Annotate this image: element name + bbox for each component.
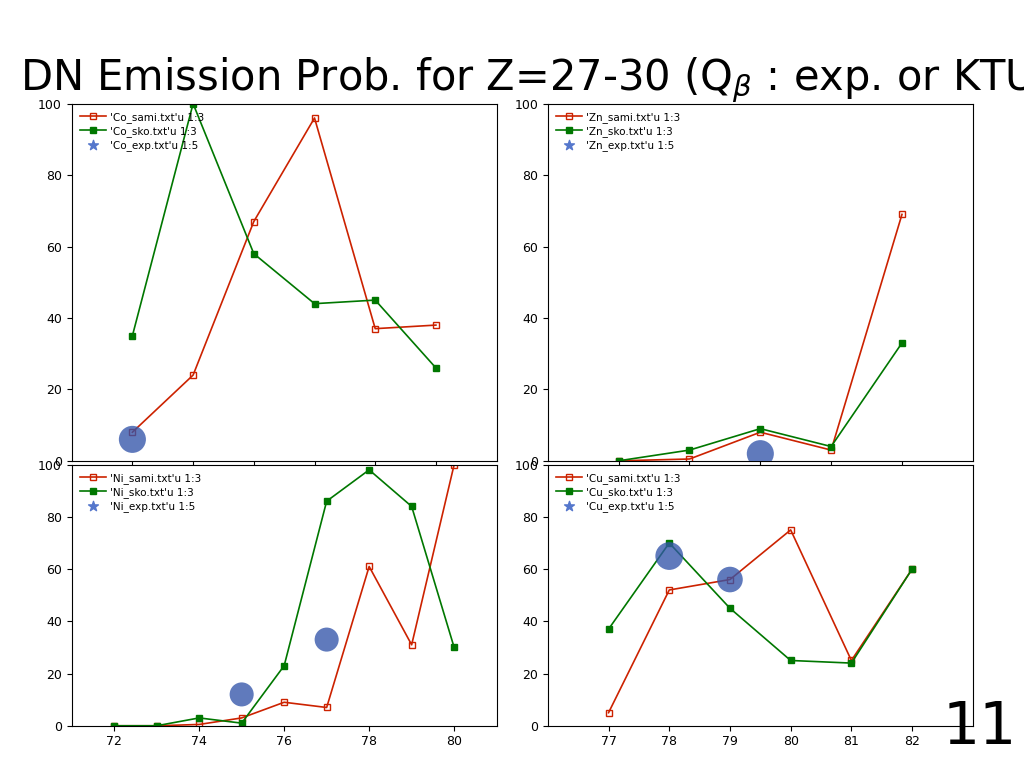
'Co_sko.txt'u 1:3 — [187, 99, 200, 108]
'Ni_sami.txt'u 1:3 — [108, 721, 120, 730]
'Cu_sami.txt'u 1:3 — [906, 564, 919, 574]
Line: 'Cu_sami.txt'u 1:3: 'Cu_sami.txt'u 1:3 — [605, 526, 915, 717]
'Co_sko.txt'u 1:3 — [369, 296, 381, 305]
Legend: 'Zn_sami.txt'u 1:3, 'Zn_sko.txt'u 1:3, 'Zn_exp.txt'u 1:5: 'Zn_sami.txt'u 1:3, 'Zn_sko.txt'u 1:3, '… — [553, 109, 684, 154]
Line: 'Ni_sko.txt'u 1:3: 'Ni_sko.txt'u 1:3 — [111, 466, 458, 730]
Point — [662, 550, 678, 562]
Point — [722, 574, 738, 586]
'Co_sko.txt'u 1:3 — [308, 299, 321, 308]
'Cu_sko.txt'u 1:3 — [906, 564, 919, 574]
'Zn_sko.txt'u 1:3 — [825, 442, 838, 451]
'Zn_sami.txt'u 1:3 — [755, 428, 767, 437]
'Co_sko.txt'u 1:3 — [126, 331, 138, 340]
'Cu_sko.txt'u 1:3 — [724, 604, 736, 613]
'Cu_sko.txt'u 1:3 — [664, 538, 676, 548]
'Ni_sko.txt'u 1:3 — [321, 497, 333, 506]
'Zn_sko.txt'u 1:3 — [755, 424, 767, 433]
'Ni_sko.txt'u 1:3 — [108, 721, 120, 730]
'Zn_sko.txt'u 1:3 — [683, 445, 695, 455]
'Ni_sko.txt'u 1:3 — [151, 721, 163, 730]
'Co_sko.txt'u 1:3 — [248, 249, 260, 258]
Line: 'Co_sami.txt'u 1:3: 'Co_sami.txt'u 1:3 — [129, 114, 439, 435]
'Ni_sami.txt'u 1:3 — [151, 721, 163, 730]
Legend: 'Co_sami.txt'u 1:3, 'Co_sko.txt'u 1:3, 'Co_exp.txt'u 1:5: 'Co_sami.txt'u 1:3, 'Co_sko.txt'u 1:3, '… — [77, 109, 208, 154]
'Cu_sko.txt'u 1:3 — [602, 624, 614, 634]
Point — [233, 688, 250, 700]
Text: DN Emission Prob. for Z=27-30 (Q$_{\beta}$ : exp. or KTUY): DN Emission Prob. for Z=27-30 (Q$_{\beta… — [20, 56, 1024, 105]
'Cu_sami.txt'u 1:3 — [784, 525, 797, 535]
Line: 'Zn_sami.txt'u 1:3: 'Zn_sami.txt'u 1:3 — [615, 211, 905, 465]
'Ni_sko.txt'u 1:3 — [406, 502, 418, 511]
'Ni_sami.txt'u 1:3 — [364, 562, 376, 571]
'Ni_sami.txt'u 1:3 — [449, 460, 461, 469]
'Co_sami.txt'u 1:3 — [187, 370, 200, 379]
'Ni_sko.txt'u 1:3 — [279, 661, 291, 670]
'Ni_sko.txt'u 1:3 — [449, 643, 461, 652]
'Ni_sami.txt'u 1:3 — [236, 713, 248, 723]
'Zn_sami.txt'u 1:3 — [825, 445, 838, 455]
Legend: 'Ni_sami.txt'u 1:3, 'Ni_sko.txt'u 1:3, 'Ni_exp.txt'u 1:5: 'Ni_sami.txt'u 1:3, 'Ni_sko.txt'u 1:3, '… — [77, 470, 205, 515]
Legend: 'Cu_sami.txt'u 1:3, 'Cu_sko.txt'u 1:3, 'Cu_exp.txt'u 1:5: 'Cu_sami.txt'u 1:3, 'Cu_sko.txt'u 1:3, '… — [553, 470, 684, 515]
'Ni_sami.txt'u 1:3 — [406, 641, 418, 650]
Point — [753, 448, 769, 460]
'Cu_sko.txt'u 1:3 — [845, 658, 857, 667]
'Ni_sami.txt'u 1:3 — [321, 703, 333, 712]
Text: 11: 11 — [943, 700, 1017, 756]
'Zn_sko.txt'u 1:3 — [896, 339, 908, 348]
'Zn_sami.txt'u 1:3 — [612, 456, 625, 465]
'Ni_sami.txt'u 1:3 — [279, 697, 291, 707]
'Co_sami.txt'u 1:3 — [369, 324, 381, 333]
Text: 1. DN Emission Probabilities by SHF+QRPA plus HFSM: 1. DN Emission Probabilities by SHF+QRPA… — [8, 15, 493, 33]
'Zn_sko.txt'u 1:3 — [612, 456, 625, 465]
'Co_sami.txt'u 1:3 — [430, 320, 442, 329]
Line: 'Co_sko.txt'u 1:3: 'Co_sko.txt'u 1:3 — [129, 100, 439, 372]
'Co_sami.txt'u 1:3 — [308, 114, 321, 123]
'Zn_sami.txt'u 1:3 — [683, 455, 695, 464]
'Zn_sami.txt'u 1:3 — [896, 210, 908, 219]
Line: 'Zn_sko.txt'u 1:3: 'Zn_sko.txt'u 1:3 — [615, 339, 905, 465]
'Ni_sko.txt'u 1:3 — [194, 713, 206, 723]
'Ni_sko.txt'u 1:3 — [236, 719, 248, 728]
'Cu_sko.txt'u 1:3 — [784, 656, 797, 665]
Point — [318, 634, 335, 646]
'Ni_sami.txt'u 1:3 — [194, 720, 206, 729]
'Co_sami.txt'u 1:3 — [126, 428, 138, 437]
Line: 'Cu_sko.txt'u 1:3: 'Cu_sko.txt'u 1:3 — [605, 539, 915, 667]
'Co_sami.txt'u 1:3 — [248, 217, 260, 226]
'Ni_sko.txt'u 1:3 — [364, 465, 376, 475]
Point — [124, 433, 140, 445]
'Cu_sami.txt'u 1:3 — [664, 585, 676, 594]
'Cu_sami.txt'u 1:3 — [724, 575, 736, 584]
'Cu_sami.txt'u 1:3 — [602, 708, 614, 717]
'Cu_sami.txt'u 1:3 — [845, 656, 857, 665]
'Co_sko.txt'u 1:3 — [430, 363, 442, 372]
Line: 'Ni_sami.txt'u 1:3: 'Ni_sami.txt'u 1:3 — [111, 461, 458, 730]
